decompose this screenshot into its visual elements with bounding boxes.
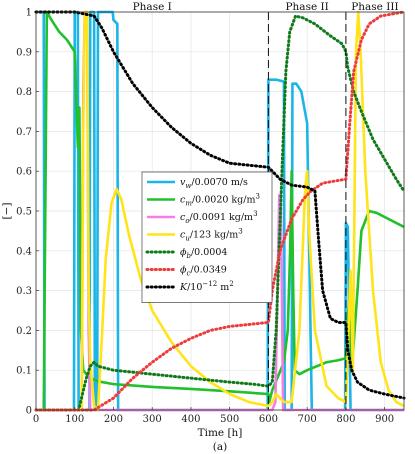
x-tick-label: 400 <box>181 414 200 425</box>
figure-caption: (a) <box>213 441 227 453</box>
y-tick-label: 0.9 <box>16 47 32 58</box>
legend-label: cu/123 kg/m3 <box>180 228 243 243</box>
y-tick-label: 0.5 <box>16 207 32 218</box>
x-tick-label: 700 <box>298 414 317 425</box>
y-tick-label: 0.8 <box>16 87 32 98</box>
y-tick-label: 0 <box>26 406 32 417</box>
legend-label: ϕc/0.0349 <box>180 265 227 278</box>
phase-label: Phase II <box>285 1 328 13</box>
tick-layer: 0 100 200 300 400 500 600 700 800 900 0 0.1 0.2 0.3 0.… <box>16 8 394 426</box>
y-tick-label: 0.4 <box>16 246 32 257</box>
legend-label: co/0.0091 kg/m3 <box>180 210 258 225</box>
legend-label: vw/0.0070 m/s <box>180 177 248 190</box>
x-tick-label: 200 <box>104 414 123 425</box>
x-tick-label: 300 <box>143 414 162 425</box>
x-tick-label: 900 <box>375 414 394 425</box>
legend: vw/0.0070 m/s cm/0.0020 kg/m3 co/0.0091 kg… <box>141 171 273 303</box>
series-line-3 <box>36 10 405 412</box>
y-tick-label: 0.1 <box>16 366 32 377</box>
x-axis-label: Time [h] <box>198 427 243 439</box>
x-tick-label: 0 <box>33 414 39 425</box>
legend-box <box>141 171 273 303</box>
phase-label: Phase I <box>133 1 172 13</box>
y-tick-label: 1 <box>26 8 32 19</box>
x-tick-label: 100 <box>65 414 84 425</box>
legend-label: ϕb/0.0004 <box>180 247 227 260</box>
y-tick-label: 0.2 <box>16 326 32 337</box>
series-line-6 <box>34 10 406 400</box>
x-tick-label: 800 <box>336 414 355 425</box>
phase-label: Phase III <box>351 1 398 13</box>
x-tick-label: 500 <box>220 414 239 425</box>
y-tick-label: 0.7 <box>16 127 32 138</box>
series-line-5 <box>34 10 406 412</box>
x-tick-label: 600 <box>259 414 278 425</box>
y-tick-label: 0.3 <box>16 286 32 297</box>
legend-label: K/10−12 m2 <box>179 280 234 293</box>
y-tick-label: 0.6 <box>16 167 32 178</box>
y-axis-label: [−] <box>1 203 13 220</box>
legend-label: cm/0.0020 kg/m3 <box>180 193 260 208</box>
